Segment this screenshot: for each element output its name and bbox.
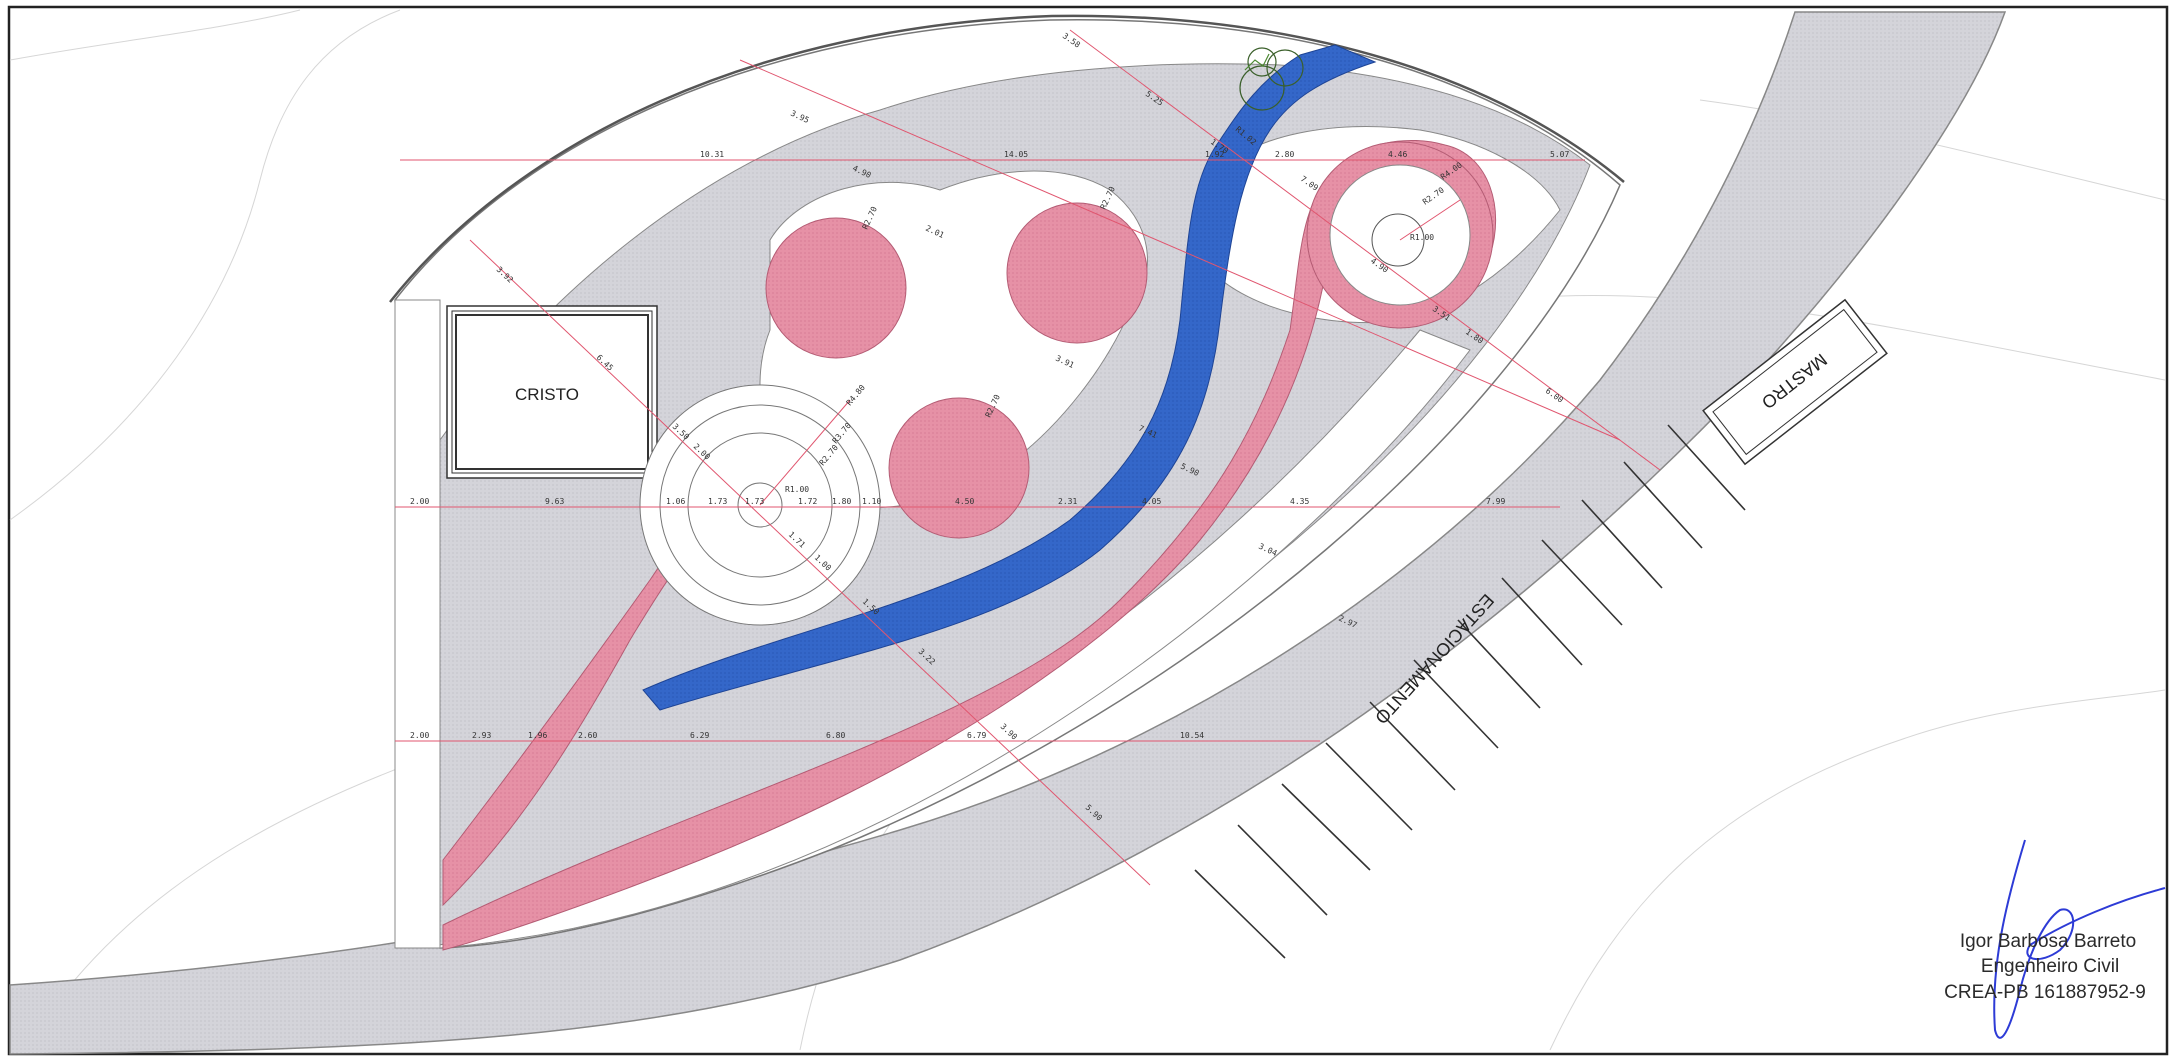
left-strip <box>394 299 441 949</box>
small-circle-right <box>1371 213 1425 267</box>
svg-text:14.05: 14.05 <box>1004 150 1028 159</box>
svg-text:4.46: 4.46 <box>1388 150 1407 159</box>
svg-text:9.63: 9.63 <box>545 497 564 506</box>
svg-text:7.99: 7.99 <box>1486 497 1505 506</box>
svg-text:1.72: 1.72 <box>798 497 817 506</box>
svg-text:1.73: 1.73 <box>745 497 764 506</box>
svg-text:5.07: 5.07 <box>1550 150 1569 159</box>
svg-text:R1.00: R1.00 <box>785 485 809 494</box>
parking-stripes <box>1194 424 1746 959</box>
cristo-block: CRISTO <box>446 305 658 479</box>
engineer-name: Igor Barbosa Barreto <box>1960 931 2136 952</box>
svg-text:1.80: 1.80 <box>832 497 851 506</box>
svg-text:1.96: 1.96 <box>528 731 547 740</box>
svg-text:1.73: 1.73 <box>708 497 727 506</box>
engineer-signature: Igor Barbosa Barreto Engenheiro Civil CR… <box>1944 839 2166 1039</box>
mastro-block: MASTRO <box>1702 298 1888 466</box>
svg-text:4.35: 4.35 <box>1290 497 1309 506</box>
svg-text:1.06: 1.06 <box>666 497 685 506</box>
tree-cluster <box>1239 47 1304 111</box>
svg-text:6.79: 6.79 <box>967 731 986 740</box>
engineer-title: Engenheiro Civil <box>1981 956 2119 977</box>
svg-text:2.00: 2.00 <box>410 497 429 506</box>
svg-text:2.80: 2.80 <box>1275 150 1294 159</box>
svg-text:2.60: 2.60 <box>578 731 597 740</box>
svg-text:10.54: 10.54 <box>1180 731 1204 740</box>
svg-text:R1.00: R1.00 <box>1410 233 1434 242</box>
cristo-label: CRISTO <box>515 385 579 404</box>
engineer-registration: CREA-PB 161887952-9 <box>1944 982 2146 1003</box>
svg-text:1.10: 1.10 <box>862 497 881 506</box>
svg-text:10.31: 10.31 <box>700 150 724 159</box>
svg-text:6.80: 6.80 <box>826 731 845 740</box>
svg-text:4.05: 4.05 <box>1142 497 1161 506</box>
dimension-lines <box>395 29 1661 886</box>
svg-text:6.29: 6.29 <box>690 731 709 740</box>
blue-path <box>642 44 1377 711</box>
pink-circle-1 <box>765 217 907 359</box>
svg-text:2.93: 2.93 <box>472 731 491 740</box>
site-arc-outer <box>389 14 1625 303</box>
road-band <box>9 11 2007 1055</box>
svg-text:2.00: 2.00 <box>410 731 429 740</box>
svg-text:4.50: 4.50 <box>955 497 974 506</box>
handwritten-signature <box>1993 839 2166 1039</box>
svg-text:1.92: 1.92 <box>1205 150 1224 159</box>
pink-circle-3 <box>888 397 1030 539</box>
pink-circle-2 <box>1006 202 1148 344</box>
svg-text:2.31: 2.31 <box>1058 497 1077 506</box>
